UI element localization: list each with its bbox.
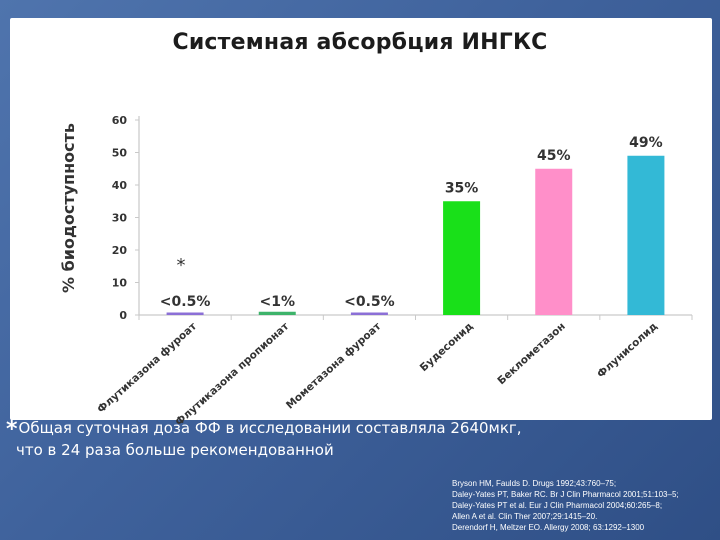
reference-item: Daley-Yates PT et al. Eur J Clin Pharmac… xyxy=(452,501,663,510)
bar xyxy=(443,201,481,315)
data-label: 49% xyxy=(629,135,663,151)
reference-item: Daley-Yates PT, Baker RC. Br J Clin Phar… xyxy=(452,490,679,499)
bar xyxy=(258,311,296,315)
data-label: <0.5% xyxy=(160,294,211,310)
footnote-line-2: что в 24 раза больше рекомендованной xyxy=(16,441,334,459)
chart-bars xyxy=(166,155,665,315)
category-label: Флунисолид xyxy=(595,320,660,380)
chart-panel xyxy=(10,18,712,420)
footnote-marker: * xyxy=(6,417,18,442)
reference-item: Derendorf H, Meltzer EO. Allergy 2008; 6… xyxy=(452,523,645,532)
y-tick-label: 10 xyxy=(112,277,128,290)
y-tick-labels: 0 10 20 30 40 50 60 xyxy=(112,114,128,322)
data-label: 45% xyxy=(537,148,571,164)
footnote: *Общая суточная доза ФФ в исследовании с… xyxy=(6,418,706,461)
data-label: 35% xyxy=(445,180,479,196)
y-axis-label: % биодоступность xyxy=(59,123,78,293)
reference-item: Allen A et al. Clin Ther 2007;29:1415–20… xyxy=(452,512,598,521)
bar xyxy=(535,168,573,315)
category-label: Беклометазон xyxy=(495,320,567,387)
data-label: <0.5% xyxy=(344,294,395,310)
category-label: Флутиказона фуроат xyxy=(95,320,200,416)
bar xyxy=(166,312,204,315)
data-label: <1% xyxy=(260,294,296,310)
bar-chart: 0 10 20 30 40 50 60 <0.5% <1% <0.5% 35% 45% 49% Флу… xyxy=(59,114,693,429)
data-labels: <0.5% <1% <0.5% 35% 45% 49% xyxy=(160,135,663,310)
y-tick-label: 60 xyxy=(112,114,128,127)
y-tick-label: 20 xyxy=(112,244,128,257)
slide-title: Системная абсорбция ИНГКС xyxy=(172,30,548,55)
chart-axes xyxy=(135,116,693,320)
bar xyxy=(627,155,665,315)
references: Bryson HM, Faulds D. Drugs 1992;43:760–7… xyxy=(452,478,714,533)
reference-item: Bryson HM, Faulds D. Drugs 1992;43:760–7… xyxy=(452,479,617,488)
y-tick-label: 50 xyxy=(112,147,128,160)
category-label: Будесонид xyxy=(418,320,476,374)
bar xyxy=(350,312,388,315)
y-tick-label: 0 xyxy=(119,309,127,322)
chart-annotation-asterisk: * xyxy=(177,255,186,276)
footnote-line-1: Общая суточная доза ФФ в исследовании со… xyxy=(18,419,522,437)
category-label: Мометазона фуроат xyxy=(284,320,384,412)
y-tick-label: 30 xyxy=(112,212,128,225)
y-tick-label: 40 xyxy=(112,179,128,192)
